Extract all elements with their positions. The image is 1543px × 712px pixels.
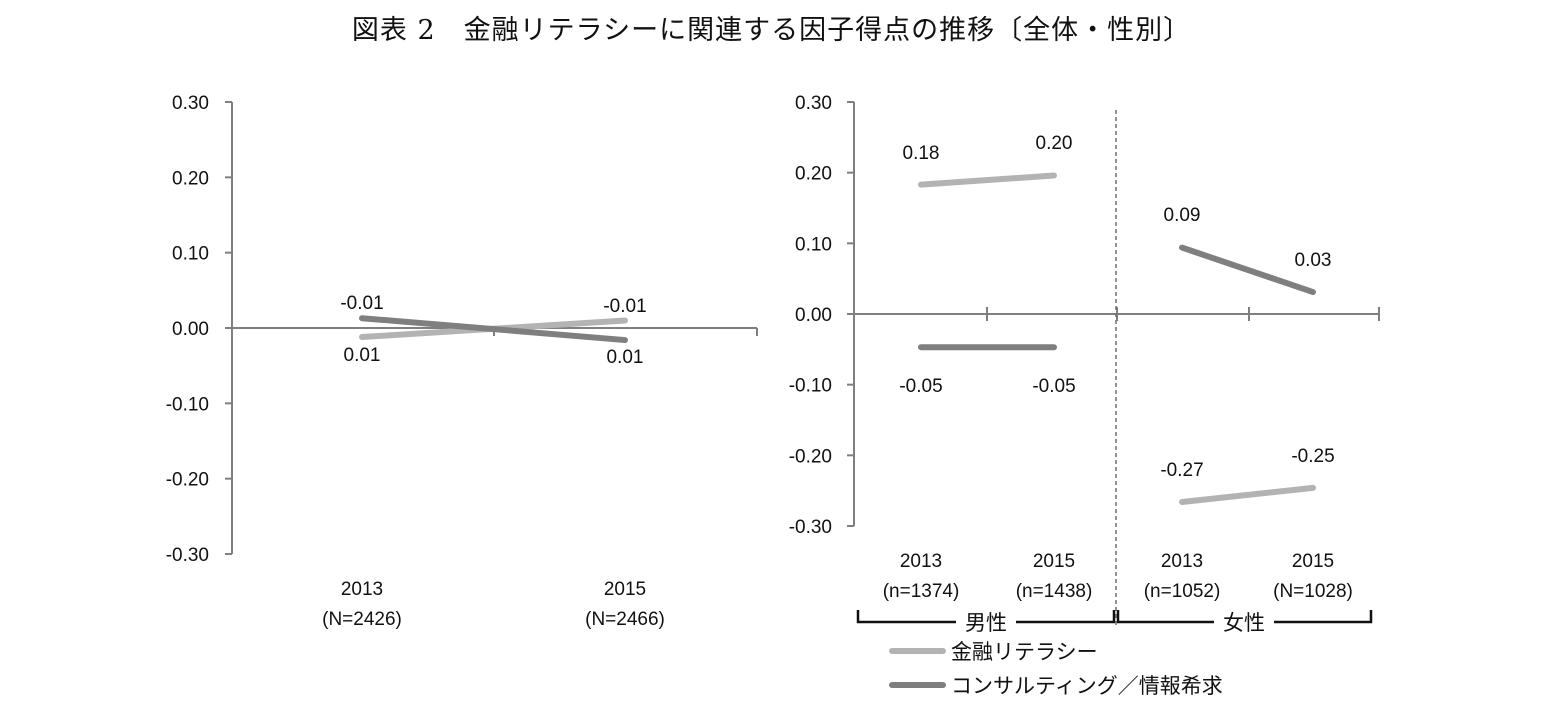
x-tick-sublabel: (n=1052) [1144, 581, 1221, 602]
series-line-consulting [359, 315, 628, 344]
x-tick-sublabel: (N=1028) [1273, 581, 1353, 602]
data-label: -0.01 [340, 293, 383, 314]
y-tick-label: -0.20 [166, 470, 209, 491]
group-label-male: 男性 [965, 611, 1007, 635]
x-tick-label: 2015 [1292, 551, 1334, 572]
y-tick-label: 0.30 [172, 93, 209, 114]
x-tick-sublabel: (n=1438) [1016, 581, 1093, 602]
group-bracket-left [856, 610, 956, 624]
data-label: -0.25 [1291, 446, 1334, 467]
chart-title: 図表 2 金融リテラシーに関連する因子得点の推移〔全体・性別〕 [351, 15, 1192, 46]
y-tick-label: -0.30 [789, 517, 832, 538]
data-label: 0.09 [1164, 205, 1201, 226]
x-tick-sublabel: (N=2426) [322, 609, 402, 630]
group-bracket-right [1274, 610, 1373, 624]
y-tick-label: -0.30 [166, 545, 209, 566]
y-tick-label: -0.20 [789, 446, 832, 467]
x-tick-label: 2013 [1161, 551, 1203, 572]
data-label: -0.05 [899, 376, 942, 397]
x-tick-label: 2015 [1033, 551, 1075, 572]
legend-label: コンサルティング／情報希求 [951, 674, 1223, 698]
data-label: 0.01 [344, 345, 381, 366]
y-tick-label: 0.20 [795, 164, 832, 185]
data-label: 0.01 [607, 347, 644, 368]
panel-overall: 0.30 0.20 0.10 0.00 -0.10 -0.20 -0.30 2013 (N=24… [166, 93, 758, 630]
x-tick-label: 2013 [341, 579, 383, 600]
group-bracket-left [1116, 610, 1214, 624]
x-tick-label: 2015 [604, 579, 646, 600]
series-line-literacy [1179, 484, 1316, 505]
y-tick-label: -0.10 [166, 394, 209, 415]
panel-by-gender: 0.30 0.20 0.10 0.00 -0.10 -0.20 -0.30 2013 (n=13… [789, 93, 1380, 635]
y-tick-label: 0.20 [172, 168, 209, 189]
group-label-female: 女性 [1223, 611, 1265, 635]
y-tick-label: 0.00 [795, 305, 832, 326]
x-tick-label: 2013 [900, 551, 942, 572]
series-line-literacy [918, 172, 1057, 188]
data-label: 0.20 [1036, 133, 1073, 154]
x-tick-sublabel: (n=1374) [883, 581, 960, 602]
data-label: 0.03 [1295, 250, 1332, 271]
y-tick-label: 0.30 [795, 93, 832, 114]
group-bracket-right [1016, 610, 1116, 624]
legend-label: 金融リテラシー [951, 640, 1098, 664]
data-label: -0.01 [603, 296, 646, 317]
x-tick-sublabel: (N=2466) [585, 609, 665, 630]
y-tick-label: -0.10 [789, 376, 832, 397]
y-tick-label: 0.00 [172, 319, 209, 340]
series-line-consulting [1179, 244, 1316, 296]
data-label: -0.05 [1032, 376, 1075, 397]
data-label: -0.27 [1160, 460, 1203, 481]
y-tick-label: 0.10 [795, 234, 832, 255]
y-tick-label: 0.10 [172, 244, 209, 265]
data-label: 0.18 [903, 143, 940, 164]
